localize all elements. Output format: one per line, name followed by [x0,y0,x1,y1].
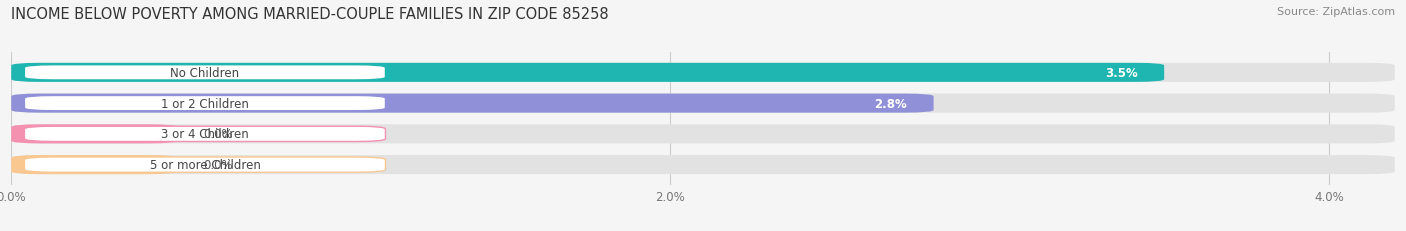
Text: No Children: No Children [170,67,239,79]
FancyBboxPatch shape [11,64,1164,82]
Text: Source: ZipAtlas.com: Source: ZipAtlas.com [1277,7,1395,17]
FancyBboxPatch shape [24,96,385,111]
FancyBboxPatch shape [11,94,934,113]
FancyBboxPatch shape [11,125,1395,144]
Text: 1 or 2 Children: 1 or 2 Children [162,97,249,110]
FancyBboxPatch shape [24,157,385,173]
FancyBboxPatch shape [11,155,1395,174]
Text: 3 or 4 Children: 3 or 4 Children [162,128,249,141]
FancyBboxPatch shape [24,127,385,142]
FancyBboxPatch shape [11,64,1395,82]
Text: 0.0%: 0.0% [204,128,233,141]
FancyBboxPatch shape [11,94,1395,113]
Text: 3.5%: 3.5% [1105,67,1137,79]
Text: 5 or more Children: 5 or more Children [149,158,260,171]
FancyBboxPatch shape [24,65,385,81]
Text: 2.8%: 2.8% [875,97,907,110]
FancyBboxPatch shape [11,125,177,144]
FancyBboxPatch shape [11,155,177,174]
Text: INCOME BELOW POVERTY AMONG MARRIED-COUPLE FAMILIES IN ZIP CODE 85258: INCOME BELOW POVERTY AMONG MARRIED-COUPL… [11,7,609,22]
Text: 0.0%: 0.0% [204,158,233,171]
